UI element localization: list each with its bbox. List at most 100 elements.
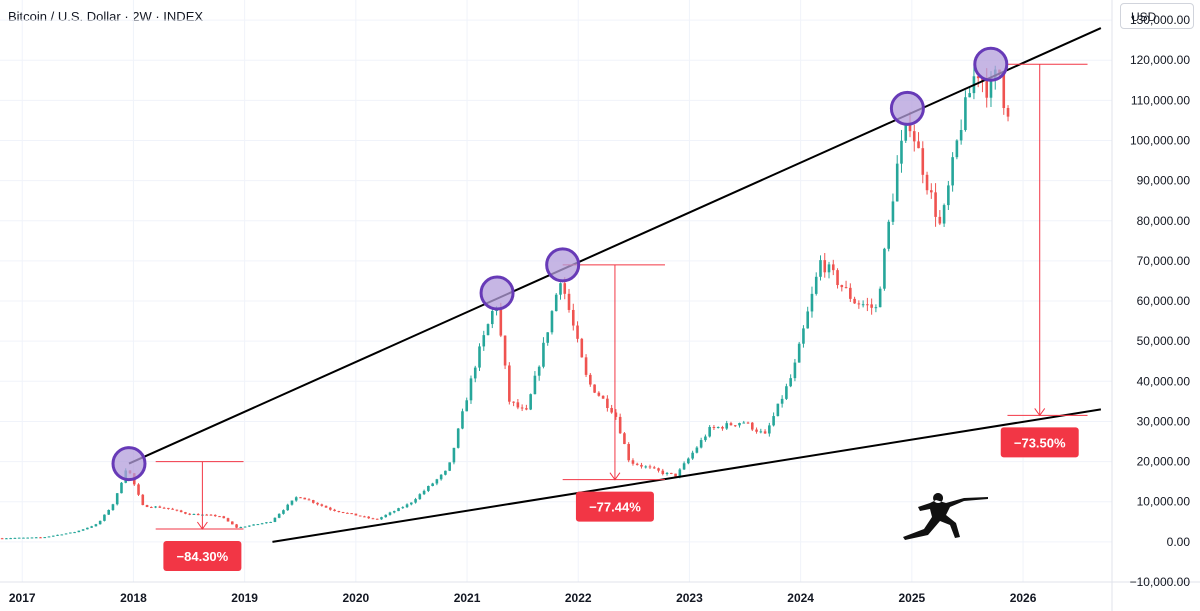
y-tick-label: 80,000.00 [1137,214,1191,228]
candle-body [768,425,771,434]
candle-body [269,521,272,523]
candle-body [712,426,716,428]
candle-body [908,124,912,132]
candle-body [930,190,933,193]
candle-body [657,468,660,471]
candle-body [103,514,106,521]
drawdown-badge [163,541,242,572]
candle-body [1006,108,1010,117]
candle-body [316,502,319,505]
x-tick-label: 2021 [454,591,481,605]
candle-body [729,423,733,426]
drawdown-label: −84.30% [177,549,229,564]
y-tick-label: 130,000.00 [1130,13,1190,27]
candle-body [350,513,353,515]
candle-body [333,509,336,512]
candle-body [230,521,234,525]
candle-body [175,509,179,511]
candle-body [39,537,42,539]
candle-body [77,530,81,533]
candle-body [307,499,311,501]
candle-body [917,141,920,149]
candle-body [252,524,255,526]
candle-body [571,309,575,326]
candle-body [806,311,810,329]
candle-body [43,537,47,539]
x-tick-label: 2025 [898,591,925,605]
candle-body [414,499,417,503]
candle-body [516,402,520,408]
candle-body [951,157,954,186]
candle-body [490,311,494,325]
candle-body [141,494,145,506]
candle-body [537,366,541,376]
candle-body [708,426,711,437]
candle-body [533,375,537,395]
candle-body [235,524,238,528]
candle-body [418,494,422,500]
candle-body [814,276,818,294]
candle-body [120,482,123,494]
candle-body [640,464,643,467]
candle-body [844,287,848,289]
candle-body [1002,74,1006,109]
candle-body [738,423,741,426]
candle-body [836,270,839,286]
candle-body [265,522,268,524]
currency-button[interactable]: USD [1120,3,1194,29]
candle-body [405,504,409,508]
candle-body [512,401,515,403]
candle-body [887,221,890,249]
candle-body [554,294,558,312]
candle-body [652,467,656,469]
candle-body [0,538,4,540]
candle-body [989,80,993,98]
candle-body [601,395,605,399]
y-tick-label: 40,000.00 [1137,374,1191,388]
candle-body [785,386,788,399]
candle-body [444,470,447,475]
candle-body [853,298,856,304]
y-tick-label: 20,000.00 [1137,455,1191,469]
candle-body [614,412,618,417]
candle-body [563,283,567,294]
candle-body [593,384,596,393]
candle-body [154,506,157,508]
candle-body [324,505,328,508]
candle-body [580,338,584,358]
candle-body [870,304,873,308]
candle-body [878,288,882,308]
candle-body [831,264,835,271]
candle-body [883,248,886,289]
candle-body [742,422,746,424]
candle-body [218,516,221,518]
candle-body [576,325,579,339]
trendline-lower [272,408,1102,543]
candle-body [959,130,963,141]
candle-body [610,408,613,413]
drawdown-arrow-head [609,472,621,481]
candle-body [243,526,247,528]
trendline-upper [128,27,1102,465]
y-tick-label: 50,000.00 [1137,334,1191,348]
candle-body [337,511,341,513]
candle-body [73,532,76,534]
candle-body [525,408,528,410]
candle-body [388,512,392,515]
y-tick-label: 110,000.00 [1131,93,1190,107]
candle-body [823,260,827,273]
candle-body [346,512,349,514]
candle-body [196,513,200,516]
candle-body [584,357,588,375]
candle-body [763,431,767,434]
candle-body [13,537,17,539]
candle-body [26,537,30,539]
candle-body [482,335,486,347]
candle-body [410,502,413,505]
candle-body [431,483,434,487]
candle-body [439,474,443,480]
candle-body [56,534,59,536]
candle-body [290,500,294,505]
